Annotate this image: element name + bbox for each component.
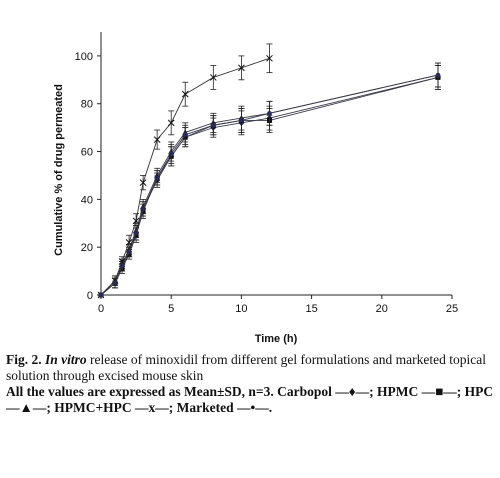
data-point-dot xyxy=(168,151,174,157)
series-dot xyxy=(98,62,441,298)
data-point-dot xyxy=(435,72,441,78)
data-point-x xyxy=(209,74,217,81)
data-point-dot xyxy=(119,264,125,269)
figure-caption: Fig. 2. In vitro release of minoxidil fr… xyxy=(6,352,494,416)
y-tick-label: 60 xyxy=(81,147,93,159)
data-point-x xyxy=(266,54,273,62)
series-triangle xyxy=(98,62,441,298)
data-point-dot xyxy=(98,292,104,298)
y-axis-title: Cumulative % of drug permeated xyxy=(53,84,65,256)
data-point-dot xyxy=(112,280,118,286)
caption-italic-term: In vitro xyxy=(45,352,87,367)
data-point-x xyxy=(125,239,133,246)
data-point-x xyxy=(238,64,245,72)
y-tick-label: 80 xyxy=(81,99,93,111)
x-axis-title: Time (h) xyxy=(255,333,298,345)
data-point-x xyxy=(153,136,161,143)
x-tick-label: 5 xyxy=(168,303,174,315)
y-tick-label: 100 xyxy=(75,51,93,63)
chart: 0 5 10 15 20 25 0 20 40 60 80 100 Time (h) Cumulati… xyxy=(53,32,458,345)
data-point-x xyxy=(167,119,175,127)
caption-text: release of minoxidil from different gel … xyxy=(6,352,487,383)
data-point-dot xyxy=(182,132,188,138)
data-point-dot xyxy=(154,175,160,181)
data-point-dot xyxy=(126,249,132,255)
y-tick-label: 0 xyxy=(87,290,93,302)
plot-area xyxy=(97,43,441,299)
data-point-dot xyxy=(211,122,216,128)
series-x xyxy=(97,43,273,299)
data-point-dot xyxy=(239,118,244,123)
data-point-dot xyxy=(140,206,146,212)
x-tick-label: 10 xyxy=(235,303,247,315)
y-tick-label: 40 xyxy=(81,194,93,206)
caption-notes: All the values are expressed as Mean±SD,… xyxy=(6,384,494,415)
data-point-x xyxy=(132,217,140,225)
data-point-x xyxy=(181,90,189,98)
series-diamond xyxy=(98,65,441,298)
x-tick-label: 15 xyxy=(305,303,317,315)
data-point-x xyxy=(139,179,147,186)
data-point-dot xyxy=(133,230,139,236)
axes: 0 5 10 15 20 25 0 20 40 60 80 100 xyxy=(75,32,458,315)
figure-label: Fig. 2. xyxy=(6,352,42,367)
series-square xyxy=(98,65,441,298)
data-point-dot xyxy=(267,110,272,116)
x-tick-label: 25 xyxy=(446,303,458,315)
x-tick-label: 20 xyxy=(376,303,388,315)
y-tick-label: 20 xyxy=(81,242,93,254)
caption-title: Fig. 2. In vitro release of minoxidil fr… xyxy=(6,352,494,384)
x-tick-label: 0 xyxy=(98,303,104,315)
